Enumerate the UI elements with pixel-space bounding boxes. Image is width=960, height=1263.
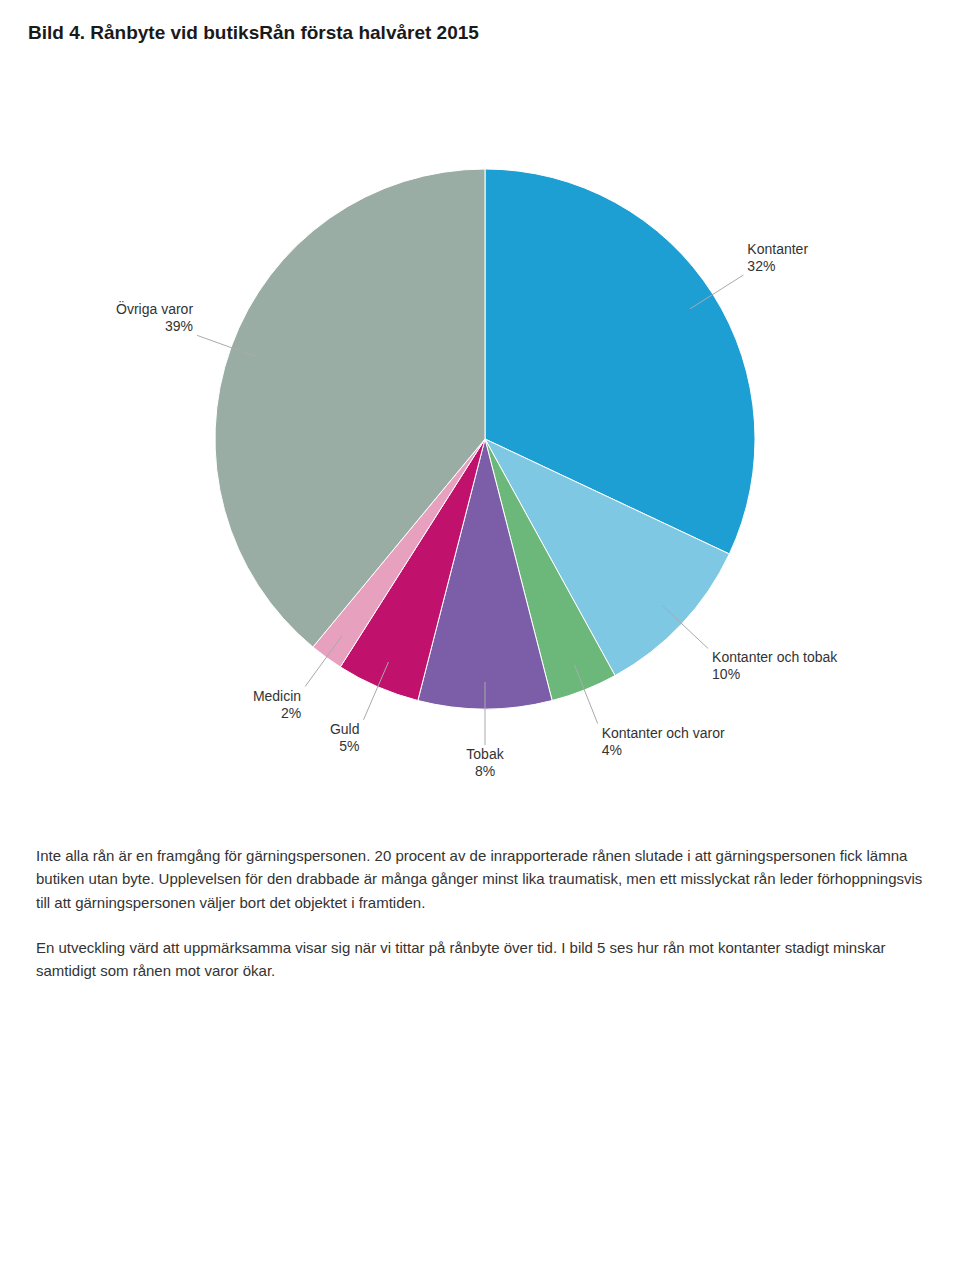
svg-text:Tobak8%: Tobak8% [466,746,504,779]
svg-text:Kontanter och tobak10%: Kontanter och tobak10% [712,649,838,682]
svg-text:Medicin2%: Medicin2% [253,688,301,721]
svg-text:Guld5%: Guld5% [330,721,360,754]
svg-text:Kontanter och varor4%: Kontanter och varor4% [602,725,725,758]
svg-text:Kontanter32%: Kontanter32% [747,241,808,274]
html-text:Bild 4. Rånbyte vid butiksRån: Bild 4. Rånbyte vid butiksRån första hal… [28,22,479,43]
html-text:Inte alla rån är en framgång f: Inte alla rån är en framgång för gärning… [36,847,923,911]
html-text:En utveckling värd att uppmärk: En utveckling värd att uppmärksamma visa… [36,938,886,979]
svg-text:Övriga varor39%: Övriga varor39% [116,300,193,334]
